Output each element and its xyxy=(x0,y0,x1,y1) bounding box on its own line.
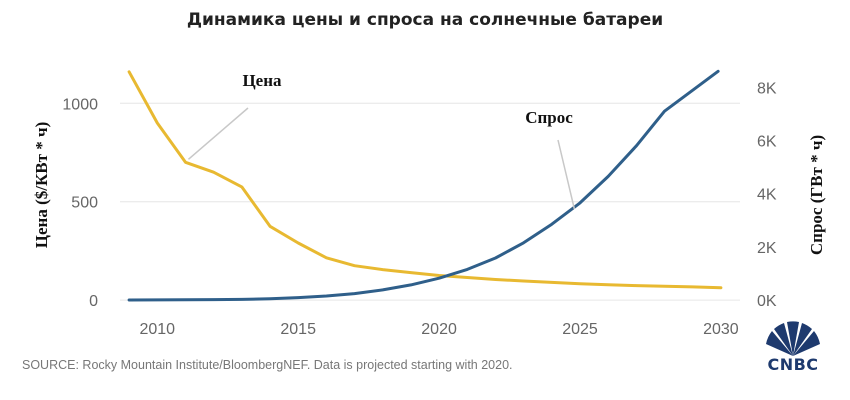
logo-wordmark: CNBC xyxy=(767,355,819,374)
right-axis-title: Спрос (ГВт * ч) xyxy=(807,135,826,255)
left-axis-title: Цена ($/КВт * ч) xyxy=(32,122,51,248)
price-leader-line xyxy=(187,107,249,160)
x-tick-label: 2025 xyxy=(562,321,598,338)
left-tick-label: 1000 xyxy=(62,96,98,113)
x-tick-label: 2020 xyxy=(421,321,457,338)
right-tick-label: 0K xyxy=(757,293,777,310)
cnbc-peacock-logo xyxy=(766,321,820,356)
series-line-price xyxy=(127,70,723,290)
series-lines xyxy=(127,69,723,302)
left-tick-labels: 0 500 1000 xyxy=(62,96,98,310)
right-tick-label: 2K xyxy=(757,240,777,257)
price-series-label: Цена xyxy=(242,71,282,90)
demand-leader-line xyxy=(557,139,576,210)
chart-title: Динамика цены и спроса на солнечные бата… xyxy=(186,10,664,30)
x-tick-labels: 2010 2015 2020 2025 2030 xyxy=(139,321,738,338)
right-tick-label: 4K xyxy=(757,187,777,204)
demand-series-label: Спрос xyxy=(525,108,573,127)
right-tick-label: 6K xyxy=(757,133,777,150)
right-tick-label: 8K xyxy=(757,80,777,97)
x-tick-label: 2010 xyxy=(139,321,175,338)
left-tick-label: 500 xyxy=(71,195,98,212)
x-tick-label: 2030 xyxy=(703,321,739,338)
source-note: SOURCE: Rocky Mountain Institute/Bloombe… xyxy=(22,358,513,372)
series-line-demand xyxy=(127,69,720,302)
left-tick-label: 0 xyxy=(89,293,98,310)
x-tick-label: 2015 xyxy=(280,321,316,338)
right-tick-labels: 0K 2K 4K 6K 8K xyxy=(757,80,777,310)
series-annotations: Цена Спрос xyxy=(187,71,576,210)
